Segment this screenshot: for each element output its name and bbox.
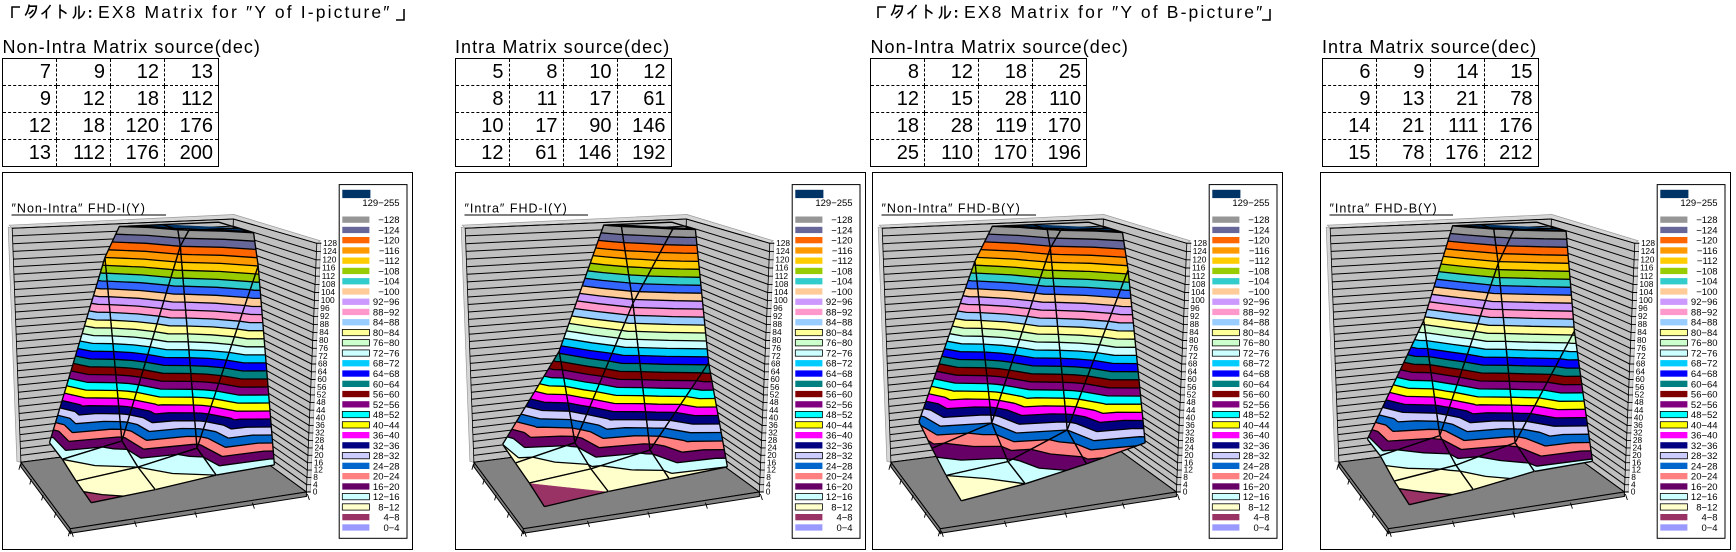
svg-text:32: 32 [315,427,325,437]
svg-text:124: 124 [323,246,337,256]
svg-text:16: 16 [314,457,324,467]
svg-text:88: 88 [320,319,330,329]
svg-text:″Intra″ FHD-I(Y): ″Intra″ FHD-I(Y) [465,201,568,215]
svg-text:80−84: 80−84 [373,328,400,339]
svg-text:88−92: 88−92 [373,307,400,318]
svg-text:36: 36 [316,420,326,430]
svg-text:72−76: 72−76 [373,348,400,359]
svg-text:96: 96 [320,303,330,313]
svg-text:104: 104 [321,287,335,297]
svg-text:−124: −124 [378,225,399,236]
svg-text:108: 108 [321,279,335,289]
svg-text:60: 60 [317,374,327,384]
svg-text:48−52: 48−52 [373,410,400,421]
svg-text:68: 68 [318,358,328,368]
svg-text:84: 84 [319,327,329,337]
svg-text:40−44: 40−44 [373,420,400,431]
svg-text:4: 4 [313,479,318,489]
svg-text:−112: −112 [379,256,400,267]
svg-text:20: 20 [314,449,324,459]
svg-text:112: 112 [322,270,336,280]
svg-text:80: 80 [319,335,329,345]
svg-text:EX8 Matrix for ″Y of B-picture: EX8 Matrix for ″Y of B-picture″ [964,2,1264,22]
svg-text:8: 8 [313,472,318,482]
svg-text:28−32: 28−32 [373,451,400,462]
svg-text:92: 92 [320,311,330,321]
svg-text:−108: −108 [378,266,399,277]
svg-text:116: 116 [322,262,336,272]
svg-text:48: 48 [316,397,326,407]
svg-text:128: 128 [323,237,337,247]
svg-text:76: 76 [319,342,329,352]
svg-text:36−40: 36−40 [373,430,400,441]
svg-text:20−24: 20−24 [373,471,400,482]
svg-text:−128: −128 [378,215,399,226]
svg-text:4−8: 4−8 [383,512,399,523]
svg-text:60−64: 60−64 [373,379,400,390]
svg-text:56: 56 [317,381,327,391]
svg-text:−120: −120 [378,235,399,246]
svg-text:44: 44 [316,404,326,414]
svg-text:0: 0 [313,486,318,496]
svg-text:56−60: 56−60 [373,389,400,400]
svg-text:40: 40 [316,412,326,422]
svg-text:68−72: 68−72 [373,358,400,369]
svg-text:−100: −100 [378,286,399,297]
svg-text:84−88: 84−88 [373,317,400,328]
svg-text:24: 24 [315,442,325,452]
svg-text:″Non-Intra″ FHD-B(Y): ″Non-Intra″ FHD-B(Y) [882,201,1021,215]
svg-text:52−56: 52−56 [373,399,400,410]
svg-text:64: 64 [318,366,328,376]
svg-text:32−36: 32−36 [373,440,400,451]
svg-text:28: 28 [315,435,325,445]
svg-text:12−16: 12−16 [373,492,400,503]
svg-text:12: 12 [314,464,324,474]
svg-text:EX8 Matrix for ″Y of I-picture: EX8 Matrix for ″Y of I-picture″ [98,2,392,22]
svg-text:24−28: 24−28 [373,461,400,472]
svg-text:52: 52 [317,389,327,399]
svg-text:−116: −116 [379,245,400,256]
svg-text:−104: −104 [378,276,399,287]
svg-text:92−96: 92−96 [373,297,400,308]
svg-text:″Intra″ FHD-B(Y): ″Intra″ FHD-B(Y) [1330,201,1438,215]
svg-text:0−4: 0−4 [383,522,399,533]
svg-text:″Non-Intra″ FHD-I(Y): ″Non-Intra″ FHD-I(Y) [12,201,146,215]
svg-text:8−12: 8−12 [378,502,399,513]
svg-text:72: 72 [318,350,328,360]
svg-text:16−20: 16−20 [373,481,400,492]
svg-text:129−255: 129−255 [362,198,399,209]
svg-text:76−80: 76−80 [373,338,400,349]
svg-text:64−68: 64−68 [373,369,400,380]
svg-text:120: 120 [322,254,336,264]
svg-text:100: 100 [321,295,335,305]
